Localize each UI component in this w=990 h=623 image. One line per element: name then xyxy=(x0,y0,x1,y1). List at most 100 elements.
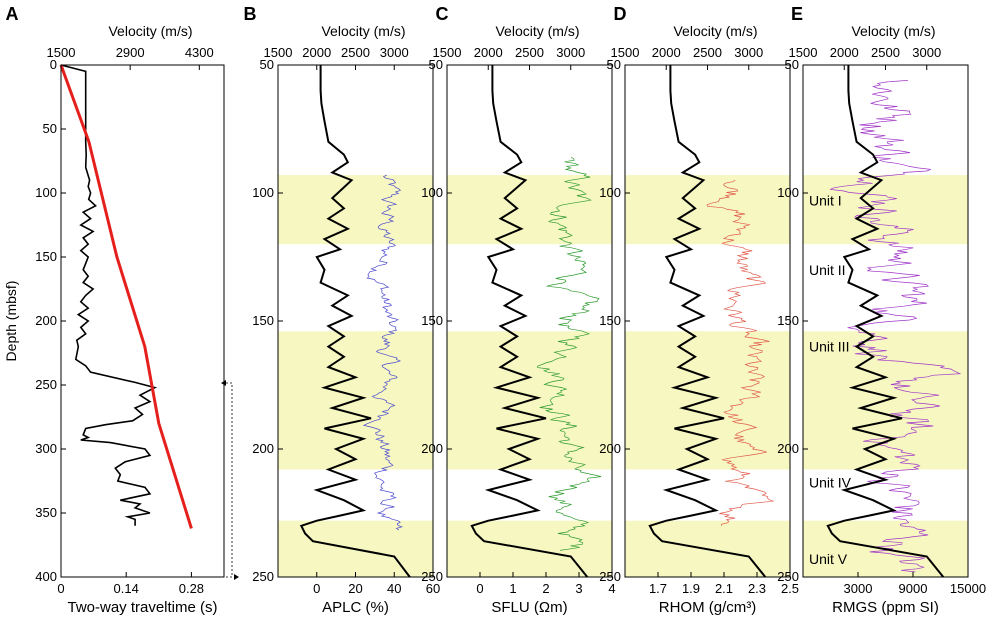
top-tick-label: 2000 xyxy=(302,45,331,60)
left-tick-label: 250 xyxy=(252,569,274,584)
left-tick-label: 350 xyxy=(35,505,57,520)
left-tick-label: 100 xyxy=(777,185,799,200)
bottom-tick-label: 3000 xyxy=(844,581,873,596)
unit-shade-1 xyxy=(278,175,433,245)
left-tick-label: 200 xyxy=(777,441,799,456)
bottom-tick-label: 2.5 xyxy=(781,581,799,596)
left-tick-label: 100 xyxy=(599,185,621,200)
bottom-tick-label: 0.14 xyxy=(114,581,139,596)
left-tick-label: 200 xyxy=(599,441,621,456)
top-tick-label: 1500 xyxy=(789,45,818,60)
velocity-line xyxy=(648,65,767,578)
left-tick-label: 250 xyxy=(35,377,57,392)
top-tick-label: 1500 xyxy=(611,45,640,60)
left-tick-label: 200 xyxy=(421,441,443,456)
connector-arrow-bottom xyxy=(234,574,239,580)
unit-label: Unit II xyxy=(809,262,846,278)
left-tick-label: 50 xyxy=(260,57,274,72)
panel-letter: D xyxy=(614,4,627,24)
velocity-line xyxy=(60,64,158,526)
top-tick-label: 2500 xyxy=(871,45,900,60)
bottom-axis-title: SFLU (Ωm) xyxy=(491,599,567,616)
sflu-line xyxy=(537,156,602,551)
left-tick-label: 250 xyxy=(421,569,443,584)
top-axis-title: Velocity (m/s) xyxy=(673,23,757,39)
left-axis-title: Depth (mbsf) xyxy=(3,281,19,362)
unit-label: Unit IV xyxy=(809,474,852,490)
left-tick-label: 100 xyxy=(252,185,274,200)
top-tick-label: 3000 xyxy=(912,45,941,60)
bottom-tick-label: 40 xyxy=(387,581,401,596)
unit-shade-1 xyxy=(625,175,790,245)
top-tick-label: 2000 xyxy=(830,45,859,60)
bottom-axis-title: RMGS (ppm SI) xyxy=(832,599,939,616)
bottom-tick-label: 9000 xyxy=(899,581,928,596)
bottom-tick-label: 0 xyxy=(57,581,64,596)
panel-frame xyxy=(624,64,791,578)
velocity-line xyxy=(299,65,411,578)
bottom-tick-label: 2 xyxy=(542,581,549,596)
panel-frame xyxy=(277,64,434,578)
top-tick-label: 2500 xyxy=(341,45,370,60)
top-tick-label: 2000 xyxy=(652,45,681,60)
panel-frame xyxy=(802,64,969,578)
top-tick-label: 3000 xyxy=(734,45,763,60)
left-tick-label: 150 xyxy=(599,313,621,328)
left-tick-label: 0 xyxy=(50,57,57,72)
left-tick-label: 250 xyxy=(599,569,621,584)
left-tick-label: 250 xyxy=(777,569,799,584)
bottom-tick-label: 2.3 xyxy=(748,581,766,596)
left-tick-label: 200 xyxy=(35,313,57,328)
connector-arrow-top xyxy=(221,380,226,386)
left-tick-label: 150 xyxy=(35,249,57,264)
top-tick-label: 1500 xyxy=(264,45,293,60)
bottom-tick-label: 1.7 xyxy=(649,581,667,596)
bottom-tick-label: 60 xyxy=(426,581,440,596)
velocity-line xyxy=(826,65,945,578)
rhom-line xyxy=(706,179,774,526)
left-tick-label: 400 xyxy=(35,569,57,584)
bottom-tick-label: 1 xyxy=(509,581,516,596)
bottom-axis-title: RHOM (g/cm³) xyxy=(659,599,757,616)
bottom-tick-label: 2.1 xyxy=(715,581,733,596)
panel-letter: C xyxy=(436,4,449,24)
top-tick-label: 2000 xyxy=(474,45,503,60)
top-tick-label: 2900 xyxy=(116,45,145,60)
left-tick-label: 100 xyxy=(35,185,57,200)
left-tick-label: 150 xyxy=(252,313,274,328)
top-tick-label: 2500 xyxy=(515,45,544,60)
panel-letter: E xyxy=(791,4,803,24)
velocity-line xyxy=(470,65,589,578)
top-axis-title: Velocity (m/s) xyxy=(108,23,192,39)
bottom-axis-title: APLC (%) xyxy=(322,599,389,616)
panel-letter: A xyxy=(6,4,19,24)
left-tick-label: 50 xyxy=(785,57,799,72)
unit-shade-1 xyxy=(447,175,612,245)
top-tick-label: 4300 xyxy=(185,45,214,60)
unit-shade-1 xyxy=(803,175,968,245)
depth-connector xyxy=(226,382,233,578)
top-tick-label: 1500 xyxy=(433,45,462,60)
bottom-tick-label: 0.28 xyxy=(179,581,204,596)
bottom-tick-label: 15000 xyxy=(950,581,986,596)
left-tick-label: 50 xyxy=(429,57,443,72)
left-tick-label: 300 xyxy=(35,441,57,456)
traveltime-line xyxy=(59,64,193,529)
top-axis-title: Velocity (m/s) xyxy=(321,23,405,39)
unit-label: Unit V xyxy=(809,551,848,567)
bottom-axis-title: Two-way traveltime (s) xyxy=(67,599,217,616)
top-axis-title: Velocity (m/s) xyxy=(495,23,579,39)
bottom-tick-label: 0 xyxy=(313,581,320,596)
bottom-tick-label: 20 xyxy=(348,581,362,596)
unit-label: Unit III xyxy=(809,339,849,355)
top-axis-title: Velocity (m/s) xyxy=(851,23,935,39)
bottom-tick-label: 4 xyxy=(608,581,615,596)
left-tick-label: 150 xyxy=(777,313,799,328)
bottom-tick-label: 0 xyxy=(476,581,483,596)
unit-label: Unit I xyxy=(809,193,842,209)
bottom-tick-label: 1.9 xyxy=(682,581,700,596)
top-tick-label: 1500 xyxy=(47,45,76,60)
top-tick-label: 3000 xyxy=(380,45,409,60)
panel-letter: B xyxy=(244,4,257,24)
